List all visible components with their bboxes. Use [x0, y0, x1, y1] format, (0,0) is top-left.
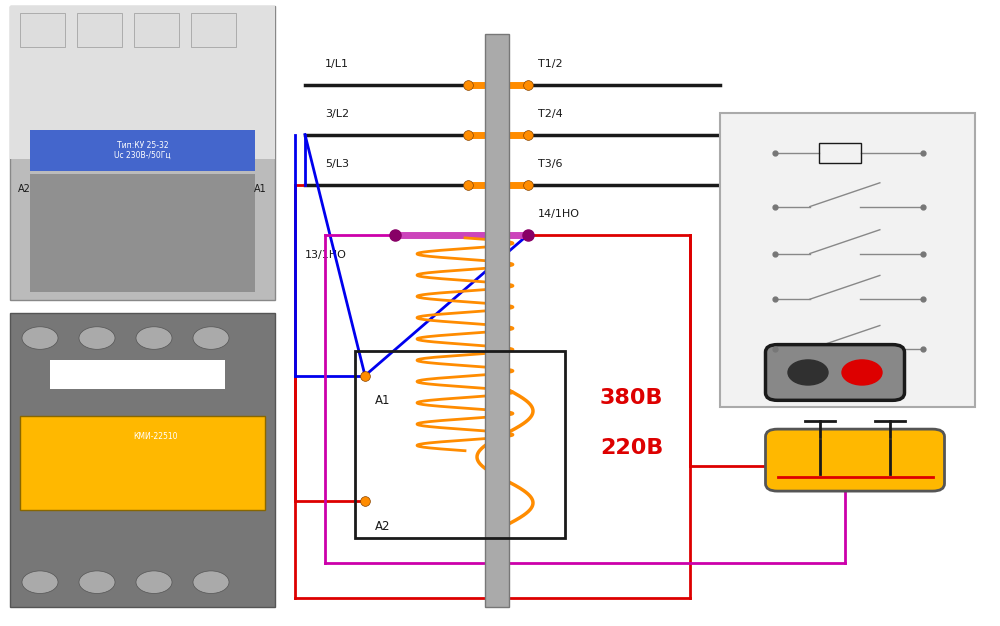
Text: A1: A1: [375, 394, 390, 408]
Bar: [191, 13, 236, 47]
Circle shape: [193, 327, 229, 349]
Text: T3/6: T3/6: [735, 277, 756, 287]
Bar: [484, 34, 509, 607]
Circle shape: [193, 571, 229, 593]
Text: A2: A2: [375, 520, 390, 533]
Text: 14/1HO: 14/1HO: [538, 209, 580, 219]
Text: 13/1HO: 13/1HO: [305, 250, 347, 260]
Text: A1: A1: [254, 183, 267, 193]
FancyBboxPatch shape: [766, 344, 904, 401]
Text: 3/L2: 3/L2: [325, 109, 349, 119]
Bar: [134, 13, 179, 47]
Text: A2: A2: [735, 131, 748, 141]
Text: Тип:КУ 25-32
Uc 230В-/50Гц: Тип:КУ 25-32 Uc 230В-/50Гц: [114, 141, 171, 160]
Circle shape: [22, 571, 58, 593]
Bar: [819, 143, 861, 163]
Circle shape: [136, 327, 172, 349]
Bar: [30, 130, 255, 171]
Circle shape: [842, 360, 882, 385]
Text: 1/L1: 1/L1: [325, 59, 349, 69]
Circle shape: [79, 327, 115, 349]
Bar: [50, 360, 225, 389]
FancyBboxPatch shape: [766, 429, 944, 491]
Text: T2/4: T2/4: [735, 231, 757, 241]
Bar: [10, 313, 275, 607]
Text: 3/L2: 3/L2: [942, 231, 963, 241]
Text: 14/1HO: 14/1HO: [735, 327, 772, 337]
Bar: [10, 6, 275, 300]
Text: T1/2: T1/2: [538, 59, 563, 69]
Text: КМИ-22510: КМИ-22510: [134, 432, 178, 441]
Text: T2/4: T2/4: [538, 109, 563, 119]
Circle shape: [788, 360, 828, 385]
Bar: [10, 6, 275, 159]
Bar: [720, 113, 975, 407]
Text: T3/6: T3/6: [538, 159, 562, 169]
Text: 5/L3: 5/L3: [942, 277, 963, 287]
Bar: [77, 13, 122, 47]
Bar: [20, 13, 65, 47]
Text: 13/1HO: 13/1HO: [926, 327, 963, 337]
Text: A1: A1: [950, 131, 963, 141]
Text: 5/L3: 5/L3: [325, 159, 349, 169]
Text: A2: A2: [18, 183, 31, 193]
Circle shape: [79, 571, 115, 593]
Circle shape: [22, 327, 58, 349]
Bar: [355, 351, 565, 538]
Circle shape: [136, 571, 172, 593]
Text: T1/2: T1/2: [735, 184, 757, 194]
Bar: [20, 416, 265, 510]
Text: 1/L1: 1/L1: [942, 184, 963, 194]
Text: 220B: 220B: [600, 438, 663, 458]
Text: 380B: 380B: [600, 387, 664, 408]
Bar: [30, 174, 255, 292]
